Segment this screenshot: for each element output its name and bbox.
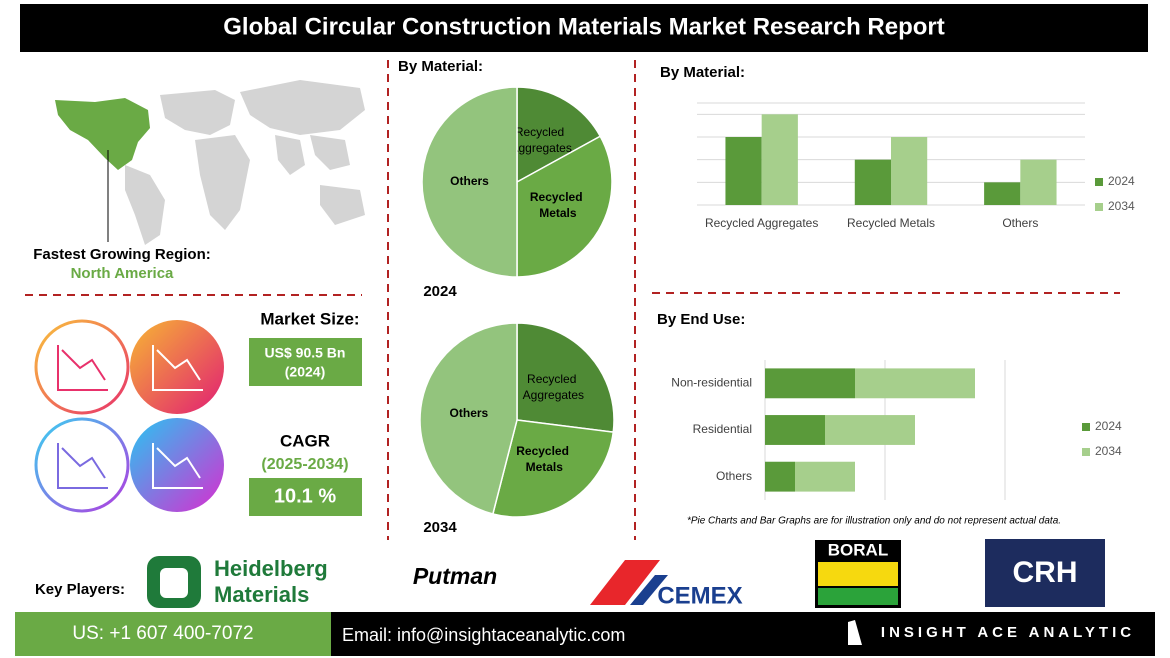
key-players-label: Key Players: [35,581,125,598]
slice-label: Others [450,174,489,188]
heidelberg-logo: Heidelberg Materials [214,556,334,607]
legend-label: 2034 [1108,199,1135,213]
putman-logo: Putman [413,563,497,589]
pie-year: 2024 [423,283,457,300]
crh-box [985,539,1105,607]
footer-email: Email: info@insightaceanalytic.com [342,625,625,645]
region-value: North America [71,265,174,282]
bar-segment [825,415,915,445]
legend-swatch [1082,423,1090,431]
bar [725,137,762,205]
market-size-value: US$ 90.5 Bn [265,345,346,361]
charts: Recycled Aggregates Recycled Metals Others… [398,58,1135,536]
bar-segment [765,415,825,445]
world-map [125,80,365,245]
north-america [55,98,150,170]
bar-segment [855,368,975,399]
pie-slice [419,322,518,515]
region-label: Fastest Growing Region: [33,246,211,263]
chart-title: By Material: [660,64,745,81]
bar [1020,159,1057,205]
x-tick-label: Recycled Aggregates [705,216,818,230]
y-tick-label: Others [716,469,752,483]
bar-segment [765,368,855,399]
chart-title: By Material: [398,58,483,75]
bar-segment [795,461,855,492]
header-bar [20,4,1148,52]
pie-slice [516,322,615,433]
bar [891,137,928,205]
pie-slice [491,419,615,518]
bar [761,114,798,205]
boral-logo: BORAL [828,540,888,559]
dividers [25,60,1120,540]
x-tick-label: Others [1002,216,1038,230]
legend-label: 2024 [1108,174,1135,188]
market-size-year: (2024) [285,364,325,380]
chart-title: By End Use: [657,311,745,328]
cemex-logo: CEMEX [657,582,742,609]
title: Global Circular Construction Materials M… [223,13,945,40]
footer-right [331,612,1155,656]
cagr-value: 10.1 % [274,485,336,507]
cagr-period: (2025-2034) [261,456,348,473]
legend-label: 2024 [1095,419,1122,433]
slice-label: Recycled Metals [516,444,572,474]
crh-logo: CRH [1013,556,1078,589]
slice-label: Recycled Aggregates [510,125,571,155]
slice-label: Others [450,406,489,420]
legend-label: 2034 [1095,444,1122,458]
bar [984,182,1021,205]
note: *Pie Charts and Bar Graphs are for illus… [687,516,1061,527]
bar-segment [765,461,795,492]
footer-left [15,612,331,656]
legend-swatch [1095,178,1103,186]
y-tick-label: Residential [693,422,752,436]
pie-slice [421,86,518,278]
market-size-label: Market Size: [260,309,359,328]
slice-label: Recycled Aggregates [523,372,584,402]
slice-label: Recycled Metals [530,190,586,220]
pie-year: 2034 [423,519,457,536]
legend-swatch [1095,203,1103,211]
cagr-box [249,478,362,516]
footer-brand: INSIGHT ACE ANALYTIC [881,624,1135,641]
x-tick-label: Recycled Metals [847,216,935,230]
footer-phone: US: +1 607 400-7072 [72,623,253,644]
bar [854,159,891,205]
y-tick-label: Non-residential [671,376,752,390]
cagr-label: CAGR [280,431,330,450]
legend-swatch [1082,448,1090,456]
market-size-box [249,338,362,386]
icons [34,319,224,513]
pie-slice [516,86,602,184]
pie-slice [516,135,613,278]
